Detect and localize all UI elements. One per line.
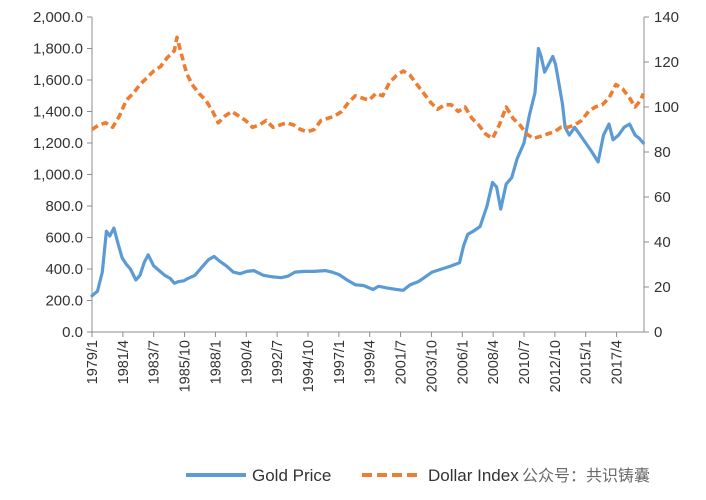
x-tick-label: 1994/10	[301, 340, 317, 392]
x-tick-label: 2015/1	[579, 340, 595, 384]
right-tick-label: 140	[654, 9, 679, 26]
left-tick-label: 400.0	[45, 261, 83, 278]
left-tick-label: 2,000.0	[33, 9, 83, 26]
right-tick-label: 80	[654, 144, 671, 161]
dollar-index-line	[91, 35, 645, 141]
axes	[91, 17, 645, 333]
watermark-text: 公众号：共识铸囊	[522, 466, 650, 485]
x-axis-ticks: 1979/1 1981/4 1983/7 1985/10 1988/1 1990/4 199…	[85, 332, 626, 392]
legend: Gold Price Dollar Index	[186, 466, 519, 485]
left-tick-label: 0.0	[62, 324, 83, 341]
left-tick-label: 1,800.0	[33, 41, 83, 58]
x-tick-label: 1997/1	[332, 340, 348, 384]
x-tick-label: 1983/7	[147, 340, 163, 384]
x-tick-label: 1979/1	[85, 340, 101, 384]
left-tick-label: 1,000.0	[33, 167, 83, 184]
gold-price-line	[90, 46, 645, 298]
legend-dollar-label: Dollar Index	[428, 466, 519, 485]
x-tick-label: 1988/1	[208, 340, 224, 384]
x-tick-label: 1981/4	[116, 340, 132, 384]
series-layer	[90, 35, 645, 298]
x-tick-label: 2008/4	[486, 340, 502, 384]
right-tick-label: 60	[654, 189, 671, 206]
right-tick-label: 20	[654, 279, 671, 296]
left-tick-label: 600.0	[45, 230, 83, 247]
x-tick-label: 1990/4	[239, 340, 255, 384]
left-tick-label: 1,400.0	[33, 104, 83, 121]
x-tick-label: 2003/10	[424, 340, 440, 392]
right-tick-label: 0	[654, 324, 662, 341]
x-tick-label: 1992/7	[270, 340, 286, 384]
x-tick-label: 2006/1	[455, 340, 471, 384]
right-tick-label: 120	[654, 54, 679, 71]
x-tick-label: 2010/7	[517, 340, 533, 384]
right-axis-ticks: 0 20 40 60 80 100 120 140	[644, 9, 679, 341]
x-tick-label: 2001/7	[394, 340, 410, 384]
left-tick-label: 200.0	[45, 293, 83, 310]
right-tick-label: 40	[654, 234, 671, 251]
x-tick-label: 1985/10	[178, 340, 194, 392]
left-tick-label: 1,600.0	[33, 72, 83, 89]
left-tick-label: 800.0	[45, 198, 83, 215]
left-axis-ticks: 0.0 200.0 400.0 600.0 800.0 1,000.0 1,200.0 1,4…	[33, 9, 92, 341]
legend-gold-label: Gold Price	[252, 466, 331, 485]
x-tick-label: 2017/4	[610, 340, 626, 384]
left-tick-label: 1,200.0	[33, 135, 83, 152]
x-tick-label: 2012/10	[548, 340, 564, 392]
right-tick-label: 100	[654, 99, 679, 116]
x-tick-label: 1999/4	[363, 340, 379, 384]
